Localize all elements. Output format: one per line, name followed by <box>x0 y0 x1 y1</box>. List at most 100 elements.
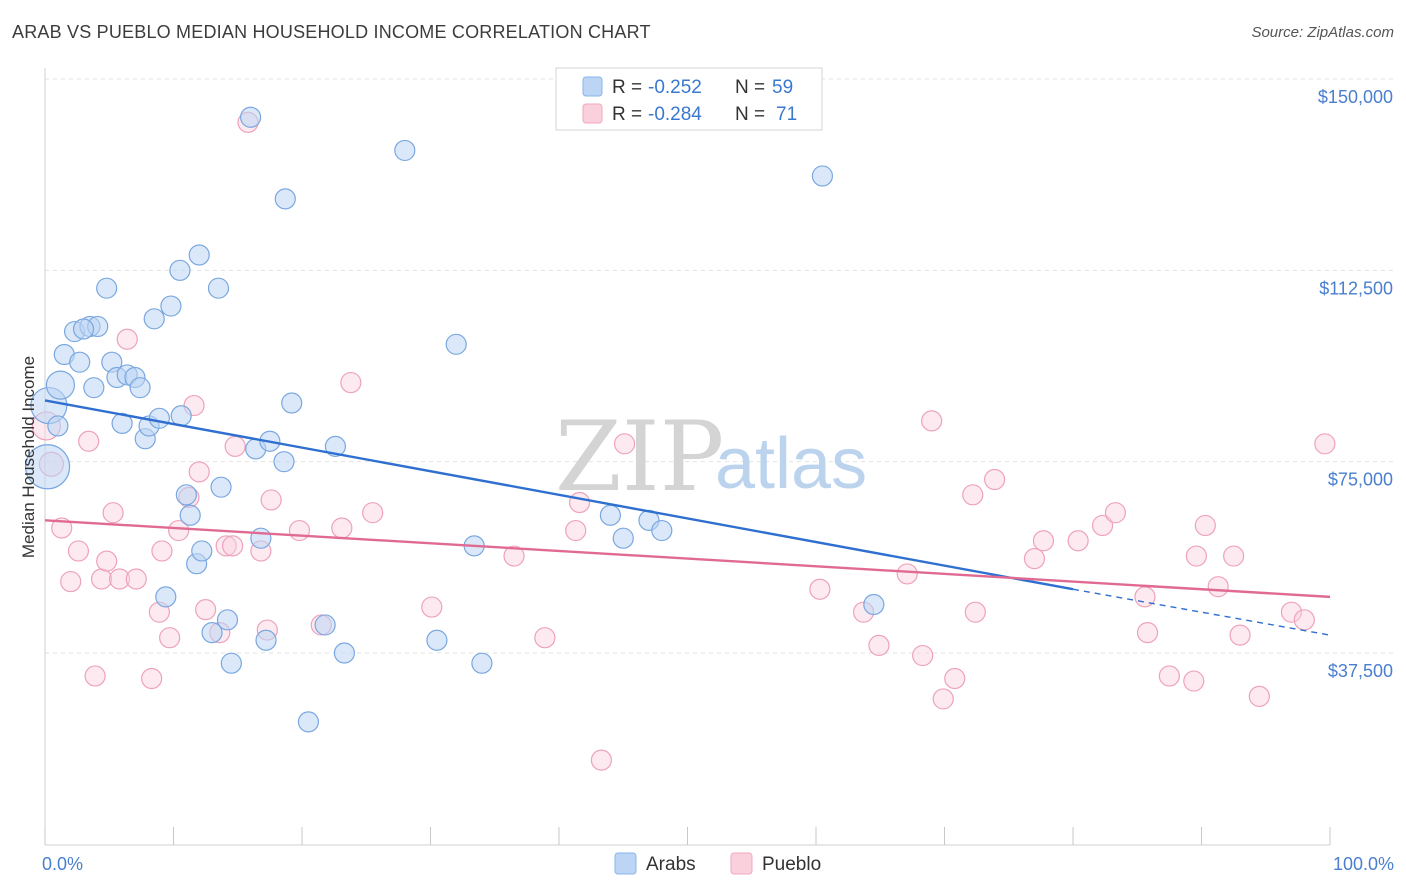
pueblo-point <box>67 540 90 562</box>
trend-lines <box>44 399 1331 636</box>
pueblo-point <box>1194 514 1216 537</box>
pueblo-point <box>125 568 147 590</box>
pueblo-point <box>1207 576 1229 598</box>
arabs-point <box>811 165 834 187</box>
arabs-point <box>175 484 197 506</box>
pueblo-point <box>1023 548 1046 570</box>
pueblo-point <box>1293 609 1315 631</box>
legend-pueblo-swatch <box>730 852 753 875</box>
pueblo-point <box>421 596 443 618</box>
arabs-point <box>179 504 201 526</box>
pueblo-point <box>1091 514 1114 537</box>
arabs-point <box>471 652 493 674</box>
y-tick-label: $112,500 <box>1319 278 1393 298</box>
pueblo-point <box>108 568 131 590</box>
pueblo-point <box>116 328 138 350</box>
y-tick-labels: $37,500 $75,000 $112,500 $150,000 <box>1318 87 1393 681</box>
watermark-zip: ZIP <box>555 401 724 513</box>
pueblo-point <box>188 461 210 483</box>
pueblo-point <box>1136 621 1159 644</box>
pueblo-r-label: R = <box>612 104 642 125</box>
arabs-point <box>240 106 262 128</box>
pueblo-point <box>159 627 181 649</box>
arabs-point <box>273 451 295 473</box>
arabs-point <box>599 504 622 526</box>
arabs-point <box>445 333 467 355</box>
y-tick-label: $150,000 <box>1318 87 1393 107</box>
arabs-point <box>333 642 356 664</box>
arabs-r-label: R = <box>612 77 642 98</box>
arabs-point <box>148 407 170 429</box>
pueblo-point <box>1280 601 1303 623</box>
arabs-point <box>651 519 673 542</box>
watermark: ZIP atlas <box>555 401 867 513</box>
arabs-point <box>297 711 320 733</box>
arabs-point <box>220 652 242 674</box>
arabs-point <box>612 527 634 549</box>
pueblo-point <box>1158 665 1180 687</box>
arabs-point <box>69 351 91 373</box>
pueblo-point <box>932 688 954 710</box>
pueblo-point <box>921 410 943 432</box>
arabs-point <box>24 444 71 490</box>
source-label: Source: ZipAtlas.com <box>1251 24 1394 41</box>
gridlines <box>45 78 1395 654</box>
stats-legend: R = -0.252 N = 59 R = -0.284 N = 71 <box>555 67 823 131</box>
arabs-point <box>72 318 95 340</box>
pueblo-point <box>288 519 311 542</box>
arabs-point <box>324 435 347 457</box>
pueblo-point <box>565 519 587 542</box>
pueblo-point <box>260 489 282 511</box>
arabs-point <box>83 377 105 399</box>
pueblo-point <box>1067 530 1089 552</box>
pueblo-n-label: N = <box>735 104 765 125</box>
pueblo-point <box>503 545 525 567</box>
pueblo-point <box>1248 685 1270 707</box>
pueblo-point <box>51 517 73 539</box>
pueblo-point <box>60 570 82 593</box>
series-legend: Arabs Pueblo <box>614 852 821 875</box>
y-tick-label: $37,500 <box>1328 661 1393 681</box>
pueblo-point <box>809 578 831 600</box>
arabs-point <box>281 392 303 414</box>
arabs-point <box>155 586 177 608</box>
pueblo-point <box>962 484 984 506</box>
pueblo-point <box>1183 670 1205 692</box>
arabs-point <box>96 277 118 299</box>
pueblo-point <box>944 667 966 690</box>
legend-pueblo-label: Pueblo <box>762 854 821 875</box>
arabs-point <box>274 188 296 210</box>
legend-arabs-swatch <box>614 852 637 875</box>
arabs-point <box>129 377 151 399</box>
arabs-r-value: -0.252 <box>648 77 702 98</box>
pueblo-point <box>613 433 636 455</box>
arabs-n-label: N = <box>735 77 765 98</box>
pueblo-point <box>102 502 124 524</box>
pueblo-swatch <box>582 103 603 124</box>
pueblo-point <box>224 435 246 457</box>
pueblo-point <box>195 599 217 621</box>
pueblo-point <box>1185 545 1207 567</box>
pueblo-point <box>568 491 591 514</box>
pueblo-point <box>984 468 1006 491</box>
pueblo-point <box>1104 502 1127 524</box>
pueblo-point <box>1223 545 1245 567</box>
arabs-point <box>47 415 69 437</box>
arabs-point <box>170 405 192 427</box>
arabs-point <box>255 629 277 651</box>
arabs-point <box>210 476 232 498</box>
pueblo-point <box>868 634 890 656</box>
y-axis-label: Median Household Income <box>19 356 38 558</box>
pueblo-point <box>90 568 113 590</box>
arabs-point <box>160 295 182 317</box>
arabs-trend-line <box>44 399 1074 591</box>
arabs-point <box>169 259 191 281</box>
pueblo-point <box>964 601 986 623</box>
pueblo-point <box>362 502 384 524</box>
pueblo-r-value: -0.284 <box>648 104 702 125</box>
arabs-point <box>426 629 448 651</box>
watermark-atlas: atlas <box>715 424 867 504</box>
arabs-point <box>863 593 885 616</box>
pueblo-point <box>896 563 918 585</box>
x-tick-label-max: 100.0% <box>1333 854 1394 874</box>
